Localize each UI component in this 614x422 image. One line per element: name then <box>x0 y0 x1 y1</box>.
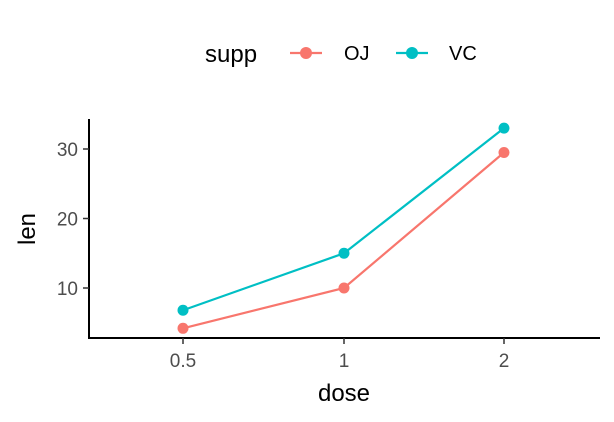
legend-marker-vc <box>406 47 418 59</box>
x-ticks: 0.5 1 2 <box>170 338 510 372</box>
y-axis-title: len <box>14 213 41 245</box>
data-point-oj-0 <box>177 322 189 334</box>
legend: supp OJ VC <box>205 41 477 68</box>
y-tick-label: 30 <box>57 140 78 161</box>
y-tick-label: 20 <box>57 210 78 231</box>
series-layer <box>177 122 510 334</box>
x-tick-label: 1 <box>339 351 350 372</box>
data-point-vc-2 <box>498 122 510 134</box>
y-tick-label: 10 <box>57 279 78 300</box>
x-axis-title: dose <box>318 380 370 407</box>
legend-label-oj: OJ <box>344 43 370 65</box>
y-ticks: 10 20 30 <box>57 140 89 300</box>
data-point-vc-0 <box>177 304 189 316</box>
x-tick-label: 0.5 <box>170 351 196 372</box>
data-point-vc-1 <box>338 247 350 259</box>
series-line-oj <box>182 151 505 330</box>
x-tick-label: 2 <box>499 351 510 372</box>
legend-label-vc: VC <box>449 43 477 65</box>
legend-title: supp <box>205 41 257 68</box>
data-point-oj-1 <box>338 282 350 294</box>
legend-marker-oj <box>300 47 312 59</box>
data-point-oj-2 <box>498 146 510 158</box>
legend-key-oj: OJ <box>290 43 370 65</box>
legend-key-vc: VC <box>396 43 477 65</box>
